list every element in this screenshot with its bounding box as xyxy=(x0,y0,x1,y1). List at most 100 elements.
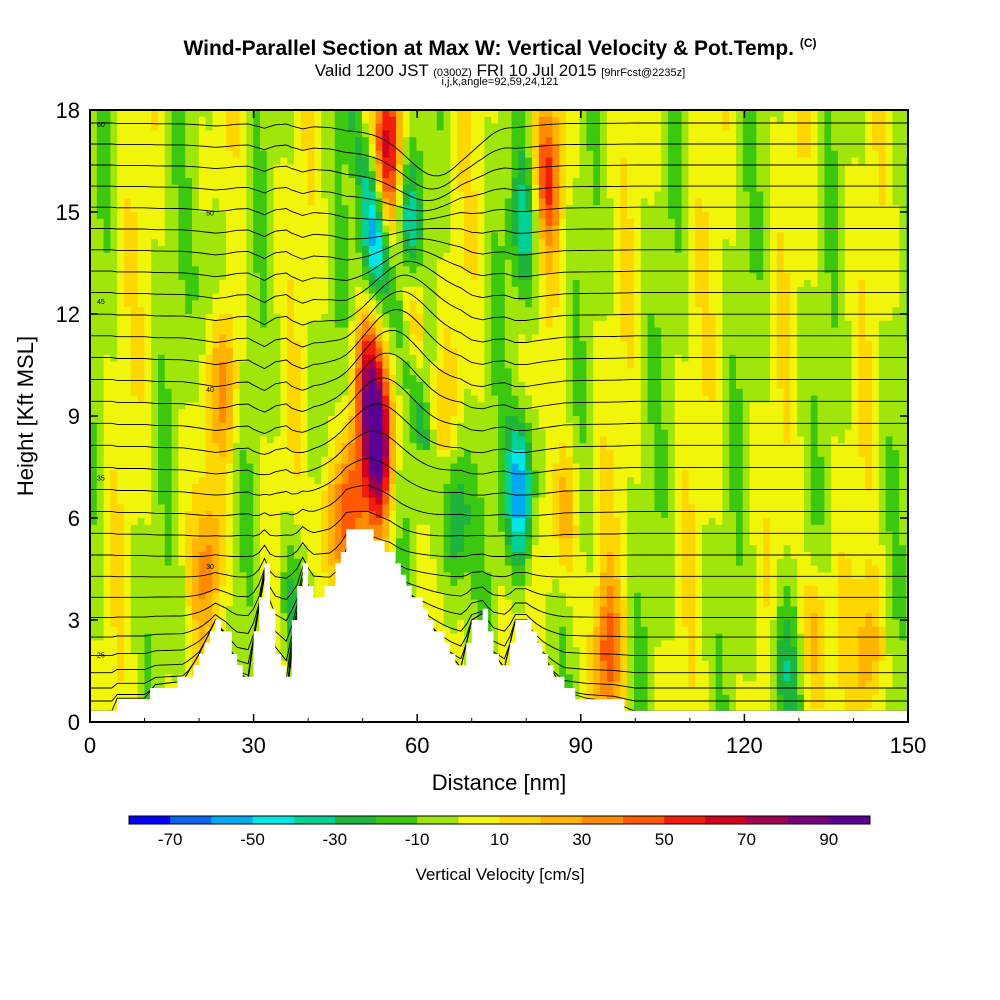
velocity-cell xyxy=(368,178,377,186)
velocity-cell xyxy=(130,599,139,607)
velocity-cell xyxy=(423,518,431,526)
velocity-cell xyxy=(348,436,356,444)
velocity-cell xyxy=(219,565,227,573)
velocity-cell xyxy=(389,307,397,315)
velocity-cell xyxy=(144,470,152,478)
velocity-cell xyxy=(334,157,343,165)
velocity-cell xyxy=(294,456,302,465)
velocity-cell xyxy=(158,327,166,335)
velocity-cell xyxy=(164,592,173,601)
velocity-cell xyxy=(457,191,465,199)
velocity-cell xyxy=(328,110,336,118)
velocity-cell xyxy=(232,613,241,621)
velocity-cell xyxy=(151,137,159,145)
velocity-cell xyxy=(192,592,200,601)
velocity-cell xyxy=(457,341,465,349)
velocity-cell xyxy=(130,579,139,587)
velocity-cell xyxy=(198,572,207,580)
velocity-cell xyxy=(375,429,383,437)
velocity-cell xyxy=(266,300,275,308)
velocity-cell xyxy=(416,205,424,213)
velocity-cell xyxy=(260,518,268,526)
velocity-cell xyxy=(409,286,417,295)
velocity-cell xyxy=(423,592,431,601)
velocity-cell xyxy=(103,565,111,573)
velocity-cell xyxy=(158,116,166,125)
velocity-cell xyxy=(198,368,207,376)
velocity-cell xyxy=(355,198,363,206)
velocity-cell xyxy=(172,722,179,729)
velocity-cell xyxy=(164,599,173,607)
velocity-cell xyxy=(130,123,139,131)
velocity-cell xyxy=(164,123,173,131)
velocity-cell xyxy=(443,375,451,383)
velocity-cell xyxy=(389,320,397,329)
velocity-cell xyxy=(151,184,159,193)
velocity-cell xyxy=(90,144,98,152)
velocity-cell xyxy=(436,613,445,621)
velocity-cell xyxy=(396,300,404,308)
velocity-cell xyxy=(130,307,139,315)
velocity-cell xyxy=(90,320,98,329)
velocity-cell xyxy=(158,613,166,621)
velocity-cell xyxy=(185,212,193,220)
velocity-cell xyxy=(362,198,370,206)
velocity-cell xyxy=(389,198,397,206)
velocity-cell xyxy=(110,647,118,655)
velocity-cell xyxy=(287,538,295,546)
velocity-cell xyxy=(300,116,309,125)
velocity-cell xyxy=(402,429,411,437)
velocity-cell xyxy=(171,518,179,526)
velocity-cell xyxy=(368,477,377,485)
velocity-cell xyxy=(273,647,281,655)
velocity-cell xyxy=(171,300,179,308)
velocity-cell xyxy=(96,674,105,682)
velocity-cell xyxy=(96,538,105,546)
velocity-cell xyxy=(314,150,322,159)
velocity-cell xyxy=(416,572,424,580)
velocity-cell xyxy=(232,395,241,403)
velocity-cell xyxy=(287,620,295,628)
velocity-cell xyxy=(287,613,295,621)
velocity-cell xyxy=(402,280,411,288)
velocity-cell xyxy=(280,463,288,471)
velocity-cell xyxy=(178,490,186,499)
velocity-cell xyxy=(294,429,302,437)
velocity-cell xyxy=(178,640,186,648)
velocity-cell xyxy=(151,280,159,288)
velocity-cell xyxy=(124,246,132,254)
velocity-cell xyxy=(362,225,370,233)
velocity-cell xyxy=(362,307,370,315)
velocity-cell xyxy=(212,130,220,138)
velocity-cell xyxy=(253,354,261,363)
velocity-cell xyxy=(90,137,98,145)
velocity-cell xyxy=(355,239,363,247)
velocity-cell xyxy=(273,130,281,138)
velocity-cell xyxy=(239,450,247,458)
velocity-cell xyxy=(430,252,438,261)
velocity-cell xyxy=(226,266,234,274)
velocity-cell xyxy=(164,545,173,553)
velocity-cell xyxy=(171,382,179,390)
velocity-cell xyxy=(117,280,125,288)
velocity-cell xyxy=(205,266,213,274)
velocity-cell xyxy=(178,558,186,567)
velocity-cell xyxy=(144,164,152,172)
velocity-cell xyxy=(226,150,234,159)
velocity-cell xyxy=(226,599,234,607)
velocity-cell xyxy=(423,252,431,261)
velocity-cell xyxy=(253,232,261,240)
velocity-cell xyxy=(362,416,370,424)
velocity-cell xyxy=(117,579,125,587)
velocity-cell xyxy=(151,116,159,125)
velocity-cell xyxy=(348,232,356,240)
velocity-cell xyxy=(171,171,179,179)
velocity-cell xyxy=(402,477,411,485)
velocity-cell xyxy=(260,171,268,179)
velocity-cell xyxy=(137,518,145,526)
velocity-cell xyxy=(450,497,458,505)
velocity-cell xyxy=(423,497,431,505)
velocity-cell xyxy=(219,599,227,607)
velocity-cell xyxy=(273,191,281,199)
velocity-cell xyxy=(396,497,404,505)
